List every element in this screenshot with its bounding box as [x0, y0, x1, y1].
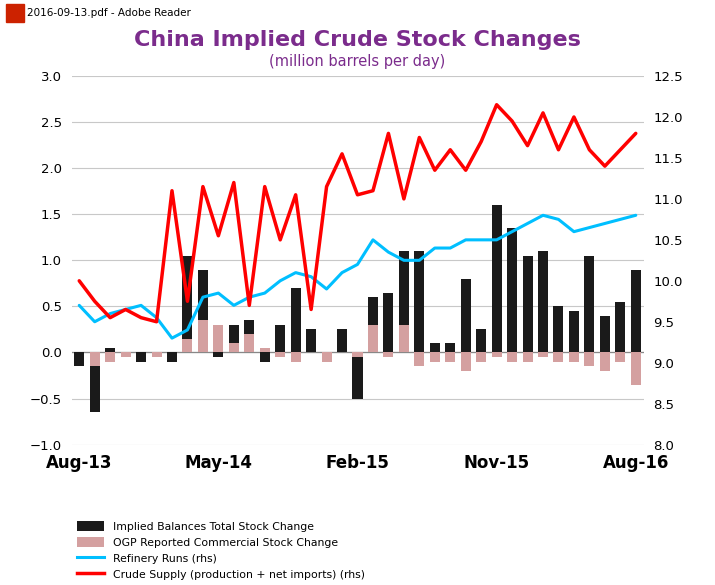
- Bar: [89, 352, 99, 366]
- Bar: [229, 343, 239, 352]
- Bar: [306, 329, 316, 352]
- Bar: [523, 256, 533, 352]
- Bar: [260, 348, 270, 352]
- Bar: [538, 251, 548, 352]
- Bar: [569, 311, 579, 352]
- Bar: [600, 316, 610, 352]
- Bar: [460, 279, 470, 352]
- Bar: [414, 251, 425, 352]
- Bar: [430, 352, 440, 362]
- Legend: Implied Balances Total Stock Change, OGP Reported Commercial Stock Change, Refin: Implied Balances Total Stock Change, OGP…: [77, 521, 365, 580]
- Bar: [352, 352, 363, 357]
- Bar: [121, 352, 131, 357]
- Bar: [245, 334, 255, 352]
- Bar: [322, 352, 332, 357]
- Bar: [383, 292, 393, 352]
- Bar: [569, 352, 579, 362]
- Bar: [507, 228, 517, 352]
- Bar: [275, 325, 285, 352]
- Bar: [229, 325, 239, 352]
- Bar: [105, 352, 115, 362]
- Bar: [616, 352, 626, 362]
- Bar: [182, 339, 192, 352]
- Bar: [322, 352, 332, 362]
- Bar: [6, 4, 24, 22]
- Bar: [198, 320, 208, 352]
- Bar: [198, 270, 208, 352]
- Bar: [290, 288, 301, 352]
- Bar: [121, 352, 131, 357]
- Bar: [89, 352, 99, 412]
- Bar: [507, 352, 517, 362]
- Bar: [136, 352, 146, 362]
- Bar: [213, 352, 223, 357]
- Bar: [182, 256, 192, 352]
- Bar: [368, 297, 378, 352]
- Bar: [616, 302, 626, 352]
- Bar: [492, 352, 502, 357]
- Bar: [414, 352, 425, 366]
- Bar: [523, 352, 533, 362]
- Bar: [430, 343, 440, 352]
- Bar: [399, 325, 409, 352]
- Bar: [105, 348, 115, 352]
- Text: 2016-09-13.pdf - Adobe Reader: 2016-09-13.pdf - Adobe Reader: [27, 8, 191, 18]
- Bar: [275, 352, 285, 357]
- Bar: [290, 352, 301, 362]
- Bar: [74, 352, 84, 366]
- Bar: [399, 251, 409, 352]
- Text: (million barrels per day): (million barrels per day): [270, 54, 445, 69]
- Bar: [167, 352, 177, 362]
- Bar: [476, 329, 486, 352]
- Bar: [152, 352, 162, 357]
- Bar: [383, 352, 393, 357]
- Bar: [553, 307, 563, 352]
- Bar: [631, 270, 641, 352]
- Bar: [584, 256, 594, 352]
- Bar: [368, 325, 378, 352]
- Bar: [584, 352, 594, 366]
- Bar: [631, 352, 641, 385]
- Bar: [538, 352, 548, 357]
- Bar: [337, 329, 347, 352]
- Bar: [445, 352, 455, 362]
- Bar: [245, 320, 255, 352]
- Bar: [492, 205, 502, 352]
- Bar: [476, 352, 486, 362]
- Bar: [600, 352, 610, 371]
- Bar: [260, 352, 270, 362]
- Text: China Implied Crude Stock Changes: China Implied Crude Stock Changes: [134, 30, 581, 50]
- Bar: [352, 352, 363, 398]
- Bar: [445, 343, 455, 352]
- Bar: [213, 325, 223, 352]
- Bar: [460, 352, 470, 371]
- Bar: [553, 352, 563, 362]
